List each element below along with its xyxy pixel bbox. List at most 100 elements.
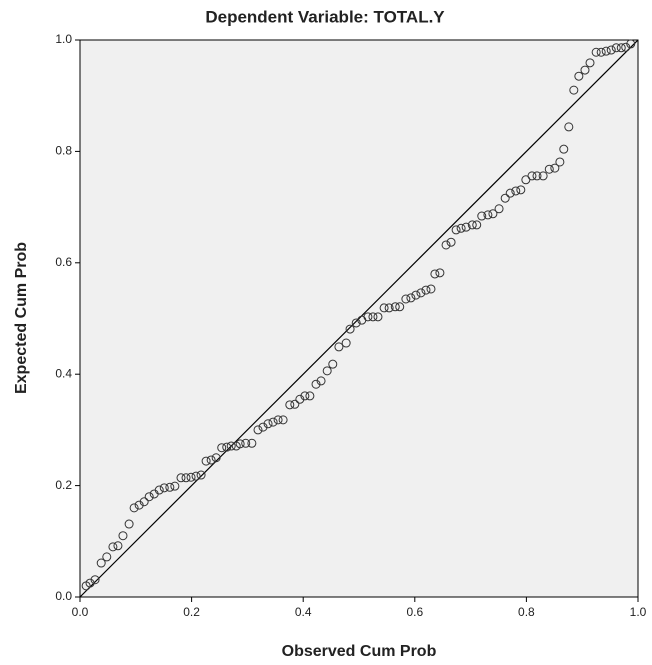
y-tick-label: 1.0 [55, 32, 72, 46]
point [411, 290, 421, 300]
point [596, 47, 606, 57]
point [113, 541, 123, 551]
point [511, 186, 521, 196]
point [606, 45, 616, 55]
point [456, 223, 466, 233]
y-tick-label: 0.4 [55, 366, 72, 380]
point [305, 391, 315, 401]
y-tick-label: 0.0 [55, 589, 72, 603]
point [379, 303, 389, 313]
point [134, 500, 144, 510]
point [406, 293, 416, 303]
point [176, 473, 186, 483]
point [384, 303, 394, 313]
point [96, 558, 106, 568]
point [626, 39, 636, 49]
point [196, 470, 206, 480]
point [616, 43, 626, 53]
point [494, 204, 504, 214]
point [421, 285, 431, 295]
x-tick-label: 0.0 [72, 605, 89, 619]
point [345, 324, 355, 334]
point [488, 209, 498, 219]
point [435, 268, 445, 278]
point [483, 210, 493, 220]
point [181, 473, 191, 483]
point [247, 438, 257, 448]
point [373, 312, 383, 322]
point [368, 312, 378, 322]
point [569, 85, 579, 95]
point [390, 302, 400, 312]
point [416, 288, 426, 298]
y-tick-label: 0.6 [55, 255, 72, 269]
y-tick-label: 0.2 [55, 478, 72, 492]
point [621, 42, 631, 52]
point [505, 188, 515, 198]
point [451, 225, 461, 235]
point [564, 122, 574, 132]
point [544, 164, 554, 174]
point [311, 379, 321, 389]
point [538, 171, 548, 181]
point [472, 220, 482, 230]
point [191, 471, 201, 481]
point [328, 359, 338, 369]
y-tick-label: 0.8 [55, 144, 72, 158]
point [241, 438, 251, 448]
point [580, 65, 590, 75]
point [285, 400, 295, 410]
point [273, 415, 283, 425]
point [85, 578, 95, 588]
point [235, 439, 245, 449]
point [102, 552, 112, 562]
point [559, 144, 569, 154]
reference-line [79, 39, 639, 598]
point [170, 481, 180, 491]
x-tick-label: 0.4 [295, 605, 312, 619]
point [550, 163, 560, 173]
point [211, 453, 221, 463]
point [90, 575, 100, 585]
point [316, 376, 326, 386]
point [226, 441, 236, 451]
point [395, 302, 405, 312]
point [217, 443, 227, 453]
point [165, 482, 175, 492]
point [278, 415, 288, 425]
point [527, 171, 537, 181]
point [461, 222, 471, 232]
x-tick-label: 1.0 [630, 605, 647, 619]
point [144, 492, 154, 502]
point [263, 419, 273, 429]
point [516, 185, 526, 195]
point [441, 240, 451, 250]
point [154, 485, 164, 495]
point [363, 312, 373, 322]
point [574, 71, 584, 81]
point [555, 157, 565, 167]
point [322, 366, 332, 376]
point [341, 338, 351, 348]
point [467, 220, 477, 230]
point [500, 193, 510, 203]
y-axis-title: Expected Cum Prob [13, 242, 30, 394]
point [532, 171, 542, 181]
point [585, 58, 595, 68]
x-tick-label: 0.2 [183, 605, 200, 619]
point [295, 394, 305, 404]
point [591, 47, 601, 57]
x-tick-label: 0.6 [406, 605, 423, 619]
point [253, 425, 263, 435]
point [426, 284, 436, 294]
chart-title: Dependent Variable: TOTAL.Y [205, 7, 445, 26]
point [222, 442, 232, 452]
point [401, 294, 411, 304]
point [446, 237, 456, 247]
point [334, 342, 344, 352]
point [430, 269, 440, 279]
point [124, 519, 134, 529]
point [268, 417, 278, 427]
